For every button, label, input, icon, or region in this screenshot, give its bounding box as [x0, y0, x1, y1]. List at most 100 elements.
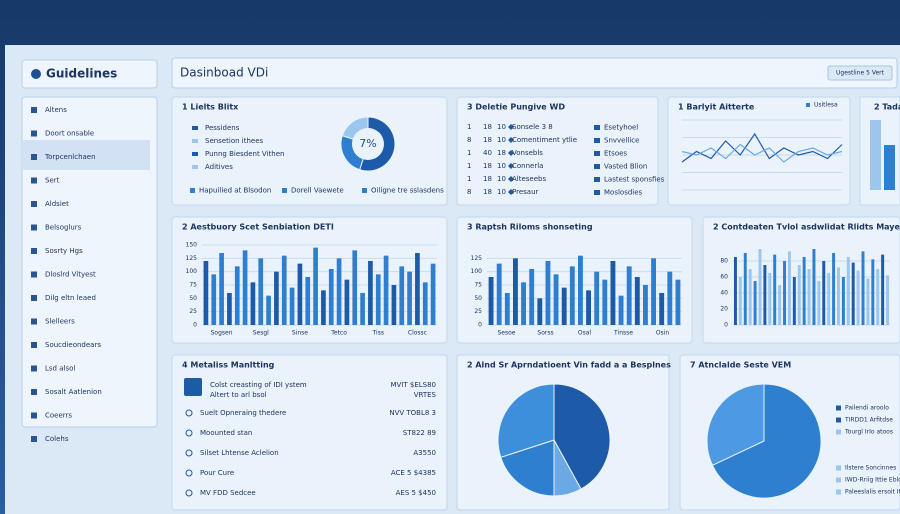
nav-icon[interactable]: [31, 130, 37, 137]
bar: [886, 275, 890, 325]
bar: [802, 257, 806, 325]
bar: [266, 295, 271, 325]
bar: [250, 282, 256, 325]
bar: [521, 282, 526, 325]
table-cell: 18: [483, 175, 492, 183]
bar: [822, 261, 826, 325]
y-tick-label: 25: [189, 308, 197, 315]
bar: [827, 273, 831, 325]
header-button[interactable]: [827, 65, 893, 81]
bar: [352, 250, 358, 325]
bar: [496, 263, 502, 325]
metric-icon: [185, 469, 193, 477]
legend-label: Tourgl IrIo atoos: [844, 429, 893, 436]
nav-item[interactable]: Lsd alsol: [45, 365, 75, 373]
bar: [792, 277, 796, 325]
bar: [643, 285, 648, 325]
legend-label: Sensetion ithees: [205, 137, 264, 145]
nav-item[interactable]: Sosrty Hgs: [45, 247, 83, 255]
metric-icon: [185, 429, 193, 437]
nav-icon[interactable]: [31, 177, 37, 184]
bar: [870, 120, 881, 190]
nav-item[interactable]: Dloslrd Vityest: [45, 271, 96, 279]
bar: [738, 277, 742, 325]
bar: [856, 270, 860, 325]
nav-item[interactable]: Slelleers: [45, 318, 75, 326]
x-tick-label: Sesgl: [253, 330, 269, 337]
bar: [328, 269, 334, 325]
table-cell: Vonsebls: [512, 149, 543, 157]
nav-icon[interactable]: [31, 224, 37, 231]
bar: [203, 261, 209, 325]
nav-item[interactable]: Sosalt Aatlenion: [45, 388, 102, 396]
bar: [336, 258, 342, 325]
bar: [768, 273, 772, 325]
list-item: Moslosdies: [604, 189, 643, 197]
bar: [242, 250, 248, 325]
brand-icon: [31, 69, 41, 79]
nav-icon[interactable]: [31, 436, 37, 442]
bar: [807, 269, 811, 325]
list-swatch: [594, 177, 600, 182]
card-title: 7 Atnclalde Seste VEM: [690, 361, 791, 370]
x-tick-label: Tinsse: [613, 330, 633, 337]
row-icon: [508, 163, 514, 169]
bar: [368, 261, 373, 325]
pie-slice: [553, 383, 611, 490]
bar: [569, 266, 575, 325]
x-tick-label: Sesoe: [498, 330, 516, 337]
nav-item[interactable]: Coeerrs: [45, 412, 72, 420]
nav-item[interactable]: Soucdieondears: [45, 341, 101, 349]
nav-item[interactable]: Dilg eltn leaed: [45, 294, 96, 302]
nav-icon[interactable]: [31, 107, 37, 113]
pie-slice: [500, 439, 555, 497]
y-tick-label: 75: [189, 282, 197, 289]
footer-label: Hapuilied at Blsodon: [199, 187, 271, 195]
nav-icon[interactable]: [31, 389, 37, 395]
nav-icon[interactable]: [31, 295, 37, 301]
y-tick-label: 75: [474, 282, 482, 289]
card-title: 1 Barlyit Aitterte: [678, 103, 755, 112]
metric-label: Colst creasting of IDI ystem: [210, 381, 307, 389]
nav-icon[interactable]: [31, 248, 37, 254]
nav-item[interactable]: Altens: [45, 106, 67, 114]
legend-swatch: [836, 417, 841, 423]
table-cell: 1: [467, 175, 471, 183]
table-cell: Sonsele 3 8: [512, 123, 553, 131]
nav-item[interactable]: Aldsiet: [45, 200, 69, 208]
card-title: 2 Aestbuory Scet Senbiation DETI: [182, 223, 334, 232]
nav-icon[interactable]: [31, 201, 37, 207]
table-cell: 8: [467, 188, 471, 196]
nav-item[interactable]: Colehs: [45, 435, 69, 443]
footer-label: Oiligne tre sslasdens: [371, 187, 444, 195]
nav-icon[interactable]: [31, 154, 37, 160]
nav-icon[interactable]: [31, 342, 37, 348]
nav-icon[interactable]: [31, 271, 37, 278]
nav-item[interactable]: Sert: [45, 177, 60, 185]
table-cell: Comentiment ytlie: [512, 136, 577, 144]
pie-slice: [706, 383, 765, 466]
nav-icon[interactable]: [31, 365, 37, 372]
bar: [634, 277, 640, 325]
table-cell: 10: [497, 136, 506, 144]
list-swatch: [594, 190, 600, 195]
header-button-label[interactable]: Ugestline 5 Vert: [836, 70, 885, 77]
bar: [773, 254, 777, 325]
y-tick-label: 80: [720, 258, 728, 265]
bar: [866, 278, 870, 325]
nav-item[interactable]: Doort onsable: [45, 130, 94, 138]
y-tick-label: 50: [189, 295, 197, 302]
table-cell: Presaur: [512, 188, 539, 196]
bar: [274, 271, 279, 325]
nav-item[interactable]: Belsoglurs: [45, 224, 82, 232]
nav-item[interactable]: Torpcenlchaen: [44, 153, 96, 161]
card: [171, 354, 448, 511]
nav-icon[interactable]: [31, 412, 37, 419]
list-item: Snvvellice: [604, 137, 639, 145]
nav-icon[interactable]: [31, 318, 37, 325]
y-tick-label: 125: [471, 255, 483, 262]
bar: [529, 269, 535, 325]
metric-value: MVIT $ELS80: [390, 381, 436, 389]
legend-label: Pessidens: [205, 124, 240, 132]
x-tick-label: Sogsen: [211, 330, 233, 337]
